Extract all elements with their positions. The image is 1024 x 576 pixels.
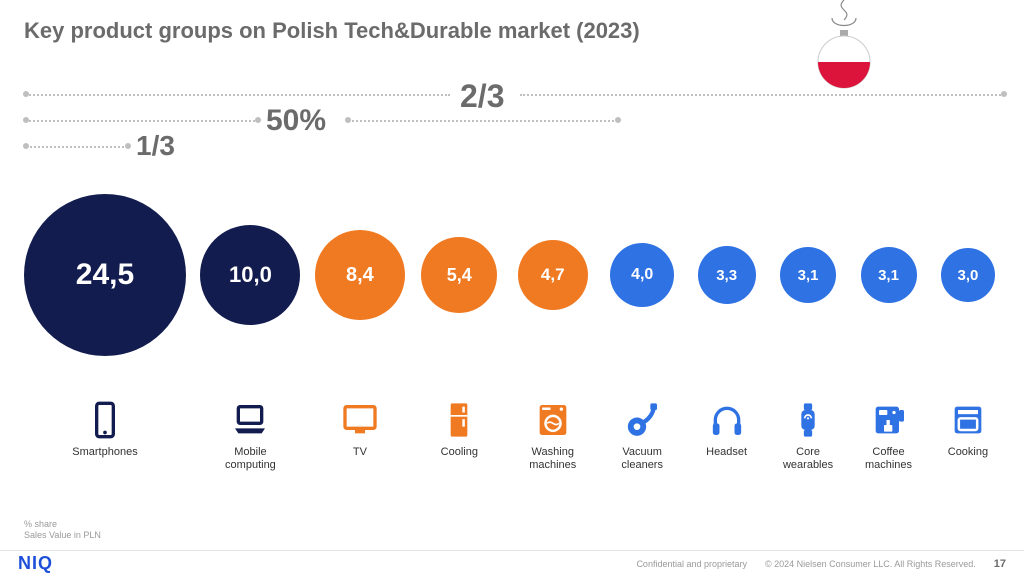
niq-logo: NIQ: [18, 553, 53, 574]
value-bubble: 8,4: [315, 230, 405, 320]
poland-bauble-icon: [814, 0, 874, 100]
category-label: Cooking: [948, 446, 988, 459]
footer: NIQ Confidential and proprietary © 2024 …: [0, 550, 1024, 576]
category-item: Cooking: [936, 400, 1000, 472]
dotted-rule: [348, 120, 618, 122]
threshold-marker: 2/3: [460, 78, 504, 115]
page-number: 17: [994, 558, 1006, 570]
washer-icon: [533, 400, 573, 440]
coffee-icon: [869, 400, 909, 440]
copyright-text: © 2024 Nielsen Consumer LLC. All Rights …: [765, 559, 976, 569]
category-label: Coffee machines: [856, 446, 922, 472]
value-bubble: 5,4: [421, 237, 497, 313]
page-title: Key product groups on Polish Tech&Durabl…: [24, 18, 640, 44]
category-label: Vacuum cleaners: [606, 446, 678, 472]
category-item: Vacuum cleaners: [606, 400, 678, 472]
dotted-rule: [26, 146, 128, 148]
dotted-rule: [520, 94, 1004, 96]
bubble-item: 3,3: [693, 246, 761, 304]
dotted-rule: [26, 120, 258, 122]
category-item: Smartphones: [24, 400, 186, 472]
fridge-icon: [439, 400, 479, 440]
value-bubble: 4,7: [518, 240, 588, 310]
value-bubble: 24,5: [24, 194, 186, 356]
bubble-item: 3,0: [936, 248, 1000, 302]
category-label: Mobile computing: [207, 446, 293, 472]
category-label: Smartphones: [72, 446, 137, 459]
value-bubble: 3,1: [861, 247, 917, 303]
laptop-icon: [230, 400, 270, 440]
value-bubble: 4,0: [610, 243, 674, 307]
watch-icon: [788, 400, 828, 440]
oven-icon: [948, 400, 988, 440]
bubble-item: 24,5: [24, 194, 186, 356]
dotted-rule: [26, 94, 450, 96]
bubble-item: 4,7: [514, 240, 592, 310]
category-item: TV: [315, 400, 405, 472]
vacuum-icon: [622, 400, 662, 440]
value-bubble: 10,0: [200, 225, 300, 325]
category-label: TV: [353, 446, 367, 459]
bubble-item: 3,1: [775, 247, 841, 303]
category-label: Cooling: [441, 446, 478, 459]
threshold-marker: 50%: [266, 104, 326, 138]
value-bubble: 3,0: [941, 248, 995, 302]
category-item: Washing machines: [514, 400, 592, 472]
value-bubble: 3,3: [698, 246, 756, 304]
category-label: Core wearables: [775, 446, 841, 472]
category-item: Cooling: [419, 400, 499, 472]
smartphone-icon: [85, 400, 125, 440]
category-item: Core wearables: [775, 400, 841, 472]
category-icons-row: Smartphones Mobile computing TV Cooling Wash…: [24, 400, 1000, 472]
threshold-marker: 1/3: [136, 130, 175, 162]
category-item: Mobile computing: [200, 400, 300, 472]
headset-icon: [707, 400, 747, 440]
bubble-chart: 24,510,08,45,4 4,7 4,0 3,3 3,1 3,1 3,0: [24, 195, 1000, 355]
category-label: Washing machines: [514, 446, 592, 472]
tv-icon: [340, 400, 380, 440]
category-item: Headset: [693, 400, 761, 472]
confidential-text: Confidential and proprietary: [636, 559, 747, 569]
bubble-item: 4,0: [606, 243, 678, 307]
footnote: % share Sales Value in PLN: [24, 519, 101, 542]
bubble-item: 8,4: [315, 230, 405, 320]
bubble-item: 10,0: [200, 225, 300, 325]
category-label: Headset: [706, 446, 747, 459]
category-item: Coffee machines: [856, 400, 922, 472]
bubble-item: 3,1: [856, 247, 922, 303]
value-bubble: 3,1: [780, 247, 836, 303]
bubble-item: 5,4: [419, 237, 499, 313]
